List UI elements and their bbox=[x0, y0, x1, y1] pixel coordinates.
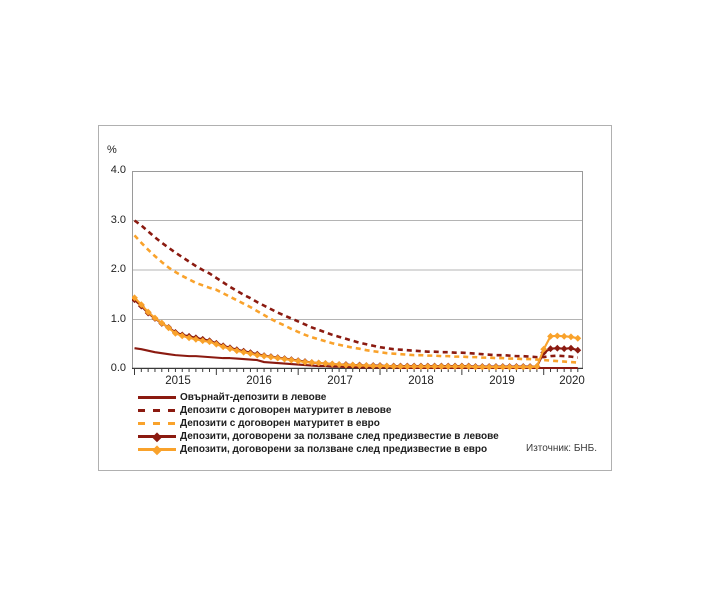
legend-item: Депозити с договорен матуритет в левове bbox=[138, 404, 499, 417]
legend-dashed-swatch bbox=[138, 419, 176, 428]
legend-label: Депозити с договорен матуритет в левове bbox=[180, 405, 392, 416]
legend-diamond-swatch bbox=[138, 431, 176, 442]
y-tick-label: 0.0 bbox=[110, 362, 126, 374]
legend-label: Овърнайт-депозити в левове bbox=[180, 392, 327, 403]
legend-item: Депозити с договорен матуритет в евро bbox=[138, 417, 499, 430]
legend-label: Депозити с договорен матуритет в евро bbox=[180, 418, 380, 429]
y-tick-label: 2.0 bbox=[110, 263, 126, 275]
x-tick-label: 2019 bbox=[489, 375, 515, 387]
chart-container: % 4.0 3.0 2.0 1.0 0.0 2015 2016 2017 201… bbox=[98, 125, 612, 471]
x-tick-label: 2015 bbox=[165, 375, 191, 387]
legend-item: Депозити, договорени за ползване след пр… bbox=[138, 443, 499, 456]
source-note: Източник: БНБ. bbox=[526, 443, 597, 454]
y-tick-label: 4.0 bbox=[110, 164, 126, 176]
legend-label: Депозити, договорени за ползване след пр… bbox=[180, 444, 488, 455]
legend-label: Депозити, договорени за ползване след пр… bbox=[180, 431, 499, 442]
x-tick-label: 2018 bbox=[408, 375, 434, 387]
y-tick-label: 1.0 bbox=[110, 313, 126, 325]
chart-legend: Овърнайт-депозити в левове Депозити с до… bbox=[138, 391, 499, 456]
chart-plot-area bbox=[132, 171, 583, 375]
x-tick-label: 2017 bbox=[327, 375, 353, 387]
y-tick-label: 3.0 bbox=[110, 214, 126, 226]
x-tick-label: 2020 bbox=[559, 375, 585, 387]
y-axis-unit-label: % bbox=[107, 144, 117, 156]
legend-dashed-swatch bbox=[138, 406, 176, 415]
legend-line-swatch bbox=[138, 393, 176, 402]
legend-item: Овърнайт-депозити в левове bbox=[138, 391, 499, 404]
legend-item: Депозити, договорени за ползване след пр… bbox=[138, 430, 499, 443]
x-tick-label: 2016 bbox=[246, 375, 272, 387]
legend-diamond-swatch bbox=[138, 444, 176, 455]
